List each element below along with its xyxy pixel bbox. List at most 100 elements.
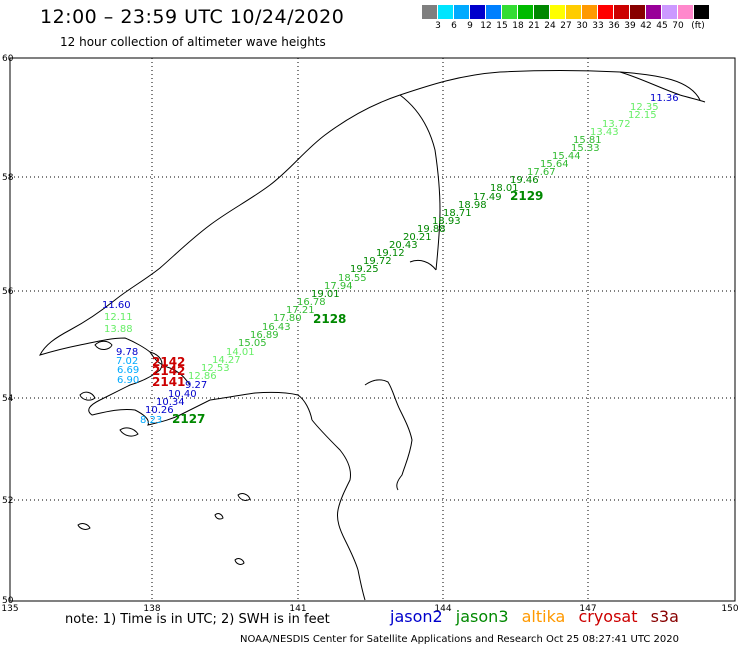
color-swatch bbox=[678, 5, 694, 19]
pass-label: 2142 bbox=[152, 364, 185, 378]
lat-label-54: 54 bbox=[2, 394, 14, 404]
map-subtitle: 12 hour collection of altimeter wave hei… bbox=[60, 35, 326, 49]
pass-labels: 2129 2128 2127 2142 2142 2141 bbox=[152, 189, 543, 426]
swh-value: 18.93 bbox=[432, 216, 461, 227]
swh-value: 15.05 bbox=[238, 338, 267, 349]
wave-height-color-scale: 3 6 9 12 15 18 21 24 27 30 33 36 39 42 45 70 (ft) bbox=[422, 5, 710, 33]
lon-label-135: 135 bbox=[1, 604, 18, 614]
color-scale-label: 9 bbox=[467, 21, 473, 31]
swh-value: 17.21 bbox=[286, 305, 315, 316]
swh-value: 12.86 bbox=[188, 371, 217, 382]
swh-value: 17.49 bbox=[473, 192, 502, 203]
longitude-labels: 135 138 141 144 147 150 bbox=[1, 604, 738, 614]
swh-value: 14.27 bbox=[212, 355, 241, 366]
color-scale-label: 30 bbox=[576, 21, 588, 31]
color-swatch bbox=[646, 5, 662, 19]
color-swatch bbox=[550, 5, 566, 19]
color-scale-label: (ft) bbox=[691, 21, 705, 31]
swh-value: 16.43 bbox=[262, 322, 291, 333]
swh-value: 18.71 bbox=[443, 208, 472, 219]
color-swatch bbox=[534, 5, 550, 19]
swh-value: 19.01 bbox=[311, 289, 340, 300]
swh-value: 18.98 bbox=[458, 200, 487, 211]
swh-value: 11.60 bbox=[102, 300, 131, 311]
color-scale-label: 15 bbox=[496, 21, 508, 31]
swh-value: 6.90 bbox=[117, 375, 139, 386]
color-scale-label: 12 bbox=[480, 21, 492, 31]
latitude-labels: 60 58 56 54 52 50 bbox=[2, 54, 14, 606]
west-track-values: 11.60 12.11 13.88 9.78 7.02 6.69 6.90 9.… bbox=[102, 300, 207, 426]
map-title: 12:00 – 23:59 UTC 10/24/2020 bbox=[40, 6, 345, 28]
swh-value: 6.69 bbox=[117, 365, 139, 376]
swh-value: 9.27 bbox=[185, 380, 207, 391]
swh-value: 18.01 bbox=[490, 183, 519, 194]
swh-value: 7.02 bbox=[116, 356, 138, 367]
color-scale-label: 24 bbox=[544, 21, 556, 31]
color-swatches bbox=[422, 5, 710, 19]
lon-label-147: 147 bbox=[579, 604, 596, 614]
satellite-legend: jason2 jason3 altika cryosat s3a bbox=[390, 607, 687, 626]
swh-value: 19.88 bbox=[417, 224, 446, 235]
lat-label-52: 52 bbox=[2, 496, 13, 506]
swh-value: 9.78 bbox=[116, 347, 138, 358]
swh-value: 10.34 bbox=[156, 397, 185, 408]
color-scale-label: 18 bbox=[512, 21, 524, 31]
jason3-track-values: 11.36 12.35 12.15 13.72 13.43 15.81 15.3… bbox=[188, 93, 679, 382]
swh-value: 15.64 bbox=[540, 159, 569, 170]
color-scale-label: 27 bbox=[560, 21, 572, 31]
swh-value: 10.26 bbox=[145, 405, 174, 416]
lon-label-138: 138 bbox=[143, 604, 160, 614]
color-swatch bbox=[438, 5, 454, 19]
color-swatch bbox=[454, 5, 470, 19]
color-scale-label: 70 bbox=[672, 21, 684, 31]
color-swatch bbox=[486, 5, 502, 19]
footer-note: note: 1) Time is in UTC; 2) SWH is in fe… bbox=[65, 612, 330, 627]
islands bbox=[77, 340, 251, 565]
swh-value: 14.01 bbox=[226, 347, 255, 358]
lat-label-58: 58 bbox=[2, 173, 14, 183]
swh-value: 12.35 bbox=[630, 102, 659, 113]
swh-value: 12.11 bbox=[104, 312, 133, 323]
swh-value: 12.53 bbox=[201, 363, 230, 374]
legend-s3a: s3a bbox=[650, 607, 679, 626]
color-swatch bbox=[470, 5, 486, 19]
swh-value: 19.12 bbox=[376, 248, 405, 259]
color-scale-label: 36 bbox=[608, 21, 620, 31]
map-frame bbox=[9, 57, 736, 602]
coastline bbox=[39, 70, 706, 601]
legend-jason2: jason2 bbox=[390, 607, 443, 626]
pass-label: 2129 bbox=[510, 189, 543, 203]
pass-label: 2128 bbox=[313, 312, 346, 326]
swh-value: 20.43 bbox=[389, 240, 418, 251]
swh-value: 19.46 bbox=[510, 175, 539, 186]
swh-value: 12.15 bbox=[628, 110, 657, 121]
lat-label-50: 50 bbox=[2, 596, 14, 606]
swh-value: 18.55 bbox=[338, 273, 367, 284]
footer-credit: NOAA/NESDIS Center for Satellite Applica… bbox=[240, 634, 679, 645]
swh-value: 15.33 bbox=[571, 143, 600, 154]
color-swatch bbox=[518, 5, 534, 19]
legend-altika: altika bbox=[521, 607, 566, 626]
color-scale-label: 21 bbox=[528, 21, 540, 31]
swh-value: 13.72 bbox=[602, 119, 631, 130]
lon-label-150: 150 bbox=[721, 604, 738, 614]
swh-value: 13.43 bbox=[590, 127, 619, 138]
color-scale-label: 6 bbox=[451, 21, 457, 31]
legend-cryosat: cryosat bbox=[578, 607, 638, 626]
lat-label-60: 60 bbox=[2, 54, 14, 64]
color-swatch bbox=[614, 5, 630, 19]
color-scale-label: 33 bbox=[592, 21, 604, 31]
pass-label: 2141 bbox=[152, 375, 185, 389]
color-swatch bbox=[566, 5, 582, 19]
color-swatch bbox=[422, 5, 438, 19]
swh-value: 16.89 bbox=[250, 330, 279, 341]
swh-value: 10.40 bbox=[168, 389, 197, 400]
swh-value: 20.21 bbox=[403, 232, 432, 243]
color-scale-label: 3 bbox=[435, 21, 441, 31]
pass-label: 2142 bbox=[152, 355, 185, 369]
lon-label-141: 141 bbox=[289, 604, 306, 614]
color-scale-labels: 3 6 9 12 15 18 21 24 27 30 33 36 39 42 45 70 (ft) bbox=[422, 19, 710, 33]
color-swatch bbox=[662, 5, 678, 19]
legend-jason3: jason3 bbox=[455, 607, 509, 626]
